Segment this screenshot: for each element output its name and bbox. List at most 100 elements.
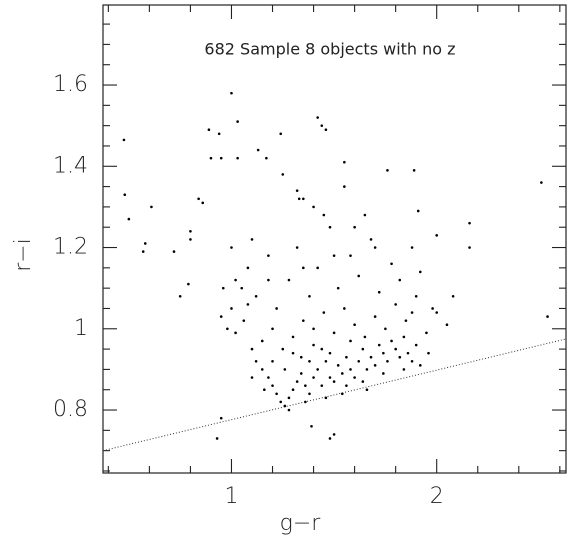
point bbox=[287, 408, 291, 412]
point bbox=[404, 319, 408, 322]
y-tick-label: 1.6 bbox=[53, 72, 88, 97]
point bbox=[260, 339, 264, 343]
point bbox=[384, 327, 387, 331]
point bbox=[410, 359, 414, 363]
point bbox=[382, 372, 385, 375]
point bbox=[414, 343, 418, 347]
point bbox=[353, 376, 356, 379]
point bbox=[271, 327, 274, 331]
point bbox=[275, 392, 278, 396]
point bbox=[122, 138, 126, 142]
y-tick-label: 0.8 bbox=[53, 397, 88, 422]
point bbox=[320, 384, 324, 387]
point bbox=[332, 254, 336, 257]
point bbox=[287, 396, 291, 400]
point bbox=[295, 189, 299, 192]
point bbox=[394, 347, 397, 351]
point bbox=[340, 372, 344, 375]
point bbox=[425, 331, 428, 335]
point bbox=[468, 246, 471, 249]
point bbox=[410, 311, 414, 314]
point bbox=[540, 181, 543, 184]
point bbox=[267, 278, 270, 282]
point bbox=[373, 315, 377, 318]
y-tick-label: 1 bbox=[74, 316, 88, 341]
point bbox=[377, 343, 381, 347]
point bbox=[123, 193, 127, 197]
point bbox=[468, 221, 471, 225]
point bbox=[219, 315, 223, 318]
point bbox=[291, 335, 295, 339]
point bbox=[267, 376, 270, 379]
point bbox=[418, 270, 422, 274]
point bbox=[336, 286, 340, 290]
point bbox=[369, 355, 373, 359]
point bbox=[324, 359, 328, 363]
point bbox=[394, 303, 397, 306]
point bbox=[230, 91, 233, 95]
point bbox=[340, 392, 344, 396]
point bbox=[197, 197, 200, 201]
point bbox=[377, 290, 381, 294]
point bbox=[373, 246, 377, 249]
point bbox=[287, 278, 291, 282]
point bbox=[435, 234, 439, 237]
point bbox=[365, 388, 369, 392]
point bbox=[418, 364, 422, 367]
point bbox=[219, 156, 223, 160]
point bbox=[398, 355, 402, 359]
point bbox=[219, 416, 223, 420]
point bbox=[172, 250, 176, 253]
point bbox=[187, 282, 190, 286]
x-tick-label: 1 bbox=[224, 484, 238, 509]
point bbox=[328, 225, 332, 229]
y-axis-label: r−i bbox=[11, 238, 36, 272]
point bbox=[221, 286, 225, 290]
point bbox=[316, 116, 319, 119]
point bbox=[189, 238, 192, 241]
point bbox=[349, 254, 352, 257]
point bbox=[328, 351, 332, 355]
point bbox=[353, 323, 356, 327]
point bbox=[308, 294, 311, 298]
point bbox=[271, 384, 274, 387]
point bbox=[332, 380, 336, 383]
point bbox=[398, 278, 402, 282]
point bbox=[328, 376, 332, 379]
point bbox=[410, 246, 414, 249]
point bbox=[263, 388, 266, 392]
point bbox=[349, 368, 352, 371]
point bbox=[230, 307, 233, 310]
point bbox=[435, 311, 439, 314]
point bbox=[250, 347, 254, 351]
point bbox=[312, 343, 315, 347]
point bbox=[279, 132, 283, 136]
point bbox=[230, 246, 233, 249]
point bbox=[336, 364, 340, 367]
point bbox=[373, 364, 377, 367]
point bbox=[236, 156, 239, 160]
point bbox=[283, 404, 287, 408]
point bbox=[291, 388, 295, 392]
point bbox=[369, 238, 373, 241]
point bbox=[141, 250, 145, 253]
point bbox=[308, 392, 311, 396]
point bbox=[143, 242, 147, 245]
point bbox=[283, 368, 287, 371]
point bbox=[353, 225, 356, 229]
point bbox=[310, 424, 313, 428]
point bbox=[234, 278, 237, 282]
point bbox=[254, 294, 258, 298]
point bbox=[320, 124, 324, 127]
point bbox=[312, 205, 315, 209]
plot-frame bbox=[102, 4, 567, 474]
point bbox=[445, 323, 449, 327]
point bbox=[406, 351, 410, 355]
point bbox=[234, 331, 237, 335]
point bbox=[254, 359, 258, 363]
point bbox=[332, 433, 336, 436]
point bbox=[150, 205, 153, 209]
point bbox=[416, 209, 420, 213]
point bbox=[299, 355, 303, 359]
